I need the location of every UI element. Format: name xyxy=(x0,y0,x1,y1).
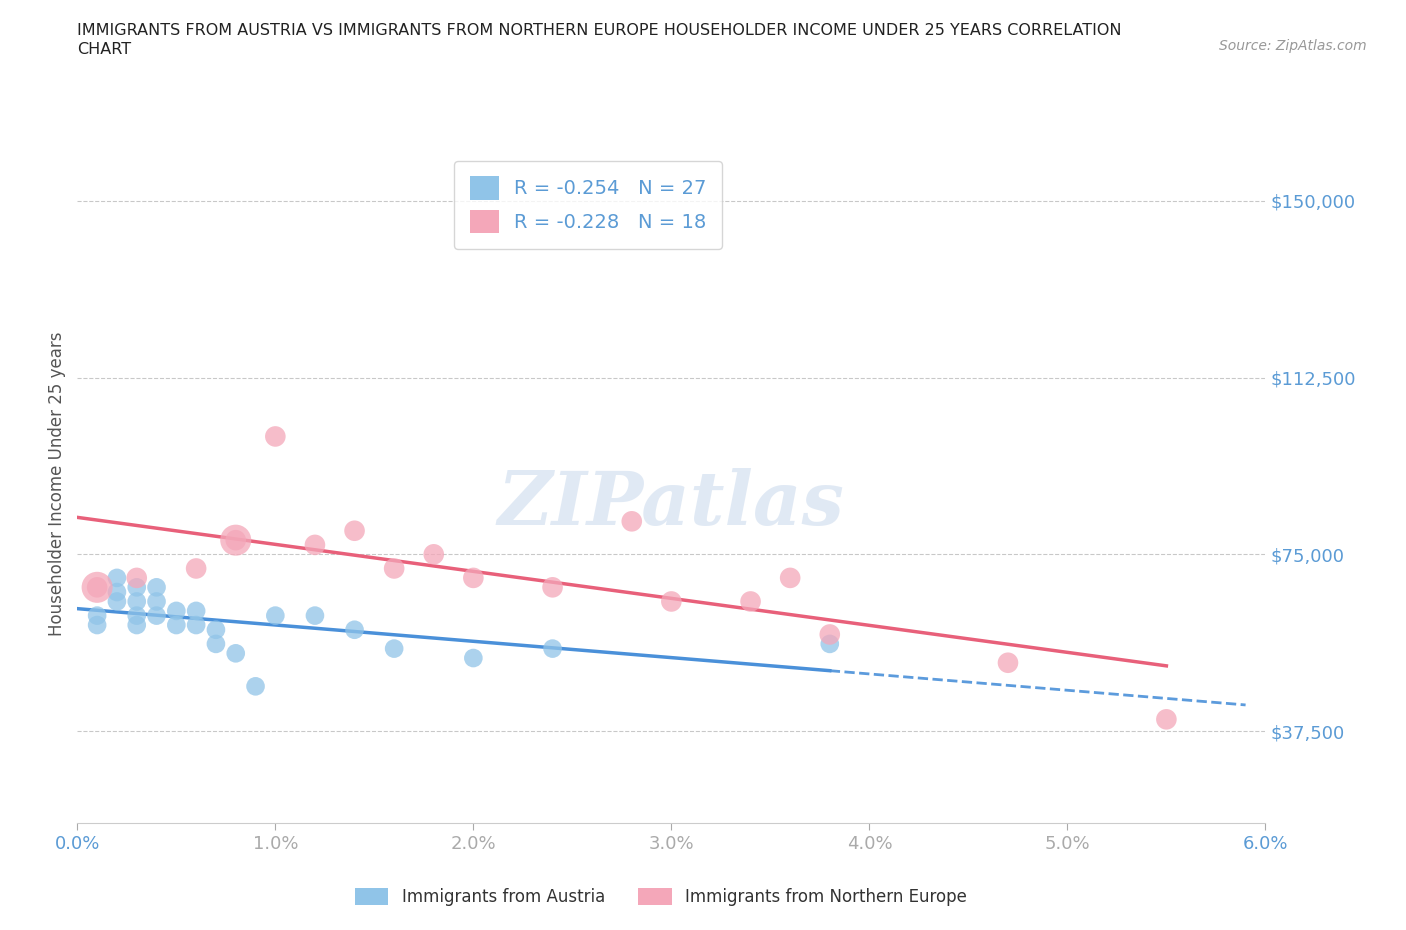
Point xyxy=(245,679,267,694)
Point xyxy=(186,604,208,618)
Point xyxy=(125,580,148,595)
Point xyxy=(818,636,841,651)
Point xyxy=(86,580,108,595)
Point xyxy=(818,627,841,642)
Point xyxy=(661,594,683,609)
Point xyxy=(105,585,128,600)
Point xyxy=(145,594,167,609)
Point xyxy=(779,570,801,585)
Point xyxy=(105,594,128,609)
Point xyxy=(997,656,1019,671)
Point xyxy=(105,570,128,585)
Point xyxy=(304,608,326,623)
Point xyxy=(86,608,108,623)
Text: IMMIGRANTS FROM AUSTRIA VS IMMIGRANTS FROM NORTHERN EUROPE HOUSEHOLDER INCOME UN: IMMIGRANTS FROM AUSTRIA VS IMMIGRANTS FR… xyxy=(77,23,1122,38)
Point xyxy=(186,618,208,632)
Point xyxy=(382,561,405,576)
Text: Source: ZipAtlas.com: Source: ZipAtlas.com xyxy=(1219,39,1367,53)
Point xyxy=(264,429,287,444)
Point xyxy=(264,608,287,623)
Point xyxy=(205,636,228,651)
Point xyxy=(423,547,446,562)
Point xyxy=(205,622,228,637)
Point xyxy=(463,570,485,585)
Point xyxy=(382,641,405,656)
Point xyxy=(125,570,148,585)
Point xyxy=(541,641,564,656)
Point xyxy=(1156,711,1178,726)
Point xyxy=(304,538,326,552)
Point xyxy=(186,561,208,576)
Point xyxy=(463,651,485,666)
Point xyxy=(125,608,148,623)
Point xyxy=(145,608,167,623)
Point xyxy=(343,622,366,637)
Y-axis label: Householder Income Under 25 years: Householder Income Under 25 years xyxy=(48,331,66,636)
Point xyxy=(225,646,247,661)
Point xyxy=(165,618,187,632)
Point xyxy=(740,594,762,609)
Point xyxy=(225,533,247,548)
Point xyxy=(541,580,564,595)
Legend: R = -0.254   N = 27, R = -0.228   N = 18: R = -0.254 N = 27, R = -0.228 N = 18 xyxy=(454,161,723,249)
Text: CHART: CHART xyxy=(77,42,131,57)
Point xyxy=(86,580,108,595)
Point xyxy=(125,594,148,609)
Point xyxy=(125,618,148,632)
Point xyxy=(165,604,187,618)
Point xyxy=(86,618,108,632)
Point xyxy=(225,533,247,548)
Point xyxy=(145,580,167,595)
Point xyxy=(620,514,643,529)
Text: ZIPatlas: ZIPatlas xyxy=(498,468,845,540)
Legend: Immigrants from Austria, Immigrants from Northern Europe: Immigrants from Austria, Immigrants from… xyxy=(349,881,973,912)
Point xyxy=(343,524,366,538)
